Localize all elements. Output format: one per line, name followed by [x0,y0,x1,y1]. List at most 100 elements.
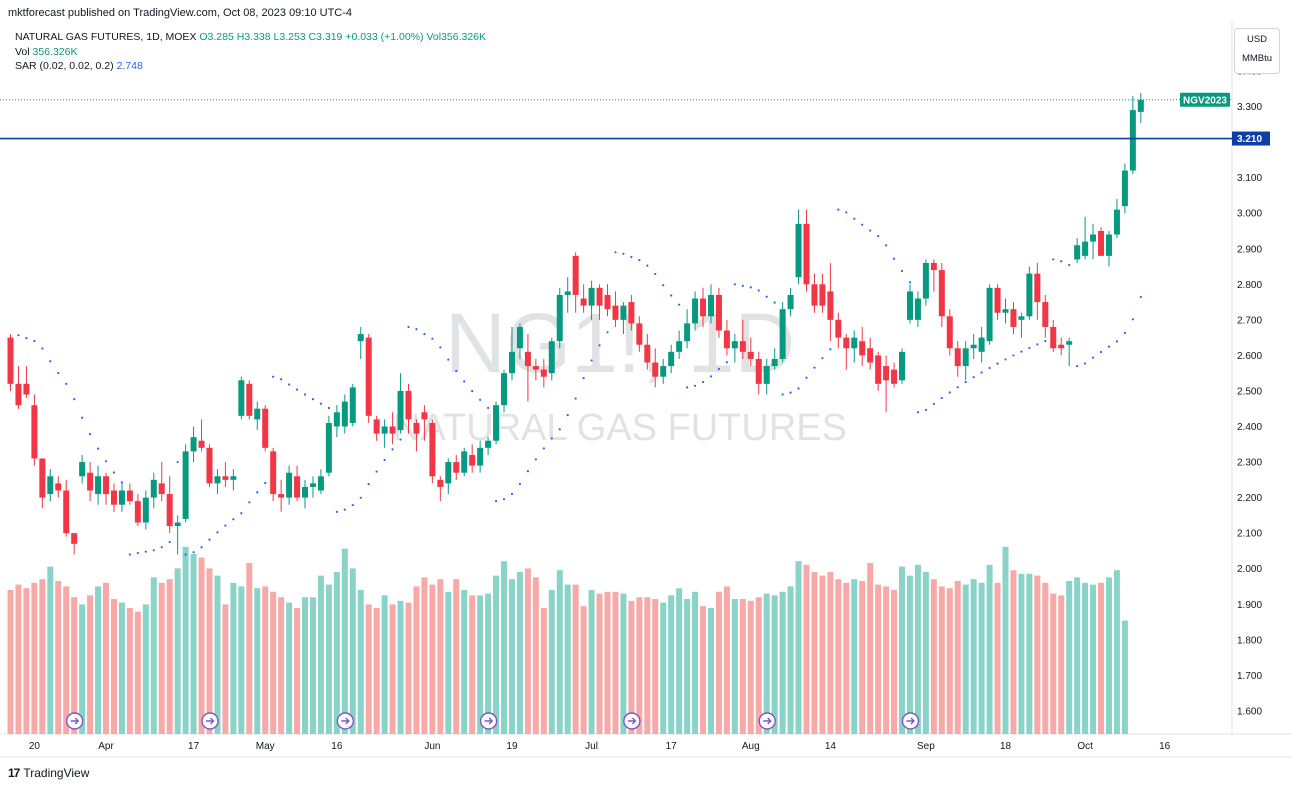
candle-body [182,451,189,519]
sar-dot [248,501,251,504]
volume-bar [739,599,746,734]
sar-dot [1012,354,1015,357]
candle-body [771,358,778,367]
sar-dot [272,375,275,378]
sar-dot [646,264,649,267]
sar-dot [487,406,490,410]
candle-body [906,291,913,320]
volume-value: 356.326K [32,45,78,58]
candle-body [1090,234,1097,242]
candle-body [501,373,508,406]
price-tick-label: 1.900 [1237,600,1262,611]
sar-dot [558,428,561,431]
sar-dot [717,367,721,371]
time-axis[interactable]: 20 Apr 17 May 16 Jun 19 Jul 17 Aug 14 Sep 18 Oct 16 [29,741,1171,752]
volume-bar [349,568,356,734]
sar-dot [494,500,498,503]
price-tick-label: 2.300 [1237,458,1262,469]
volume-bar [620,593,627,734]
candle-body [739,341,746,352]
volume-bar [437,579,444,734]
candle-body [118,490,125,505]
sar-dot [391,448,394,451]
volume-bar [899,566,906,734]
volume-bar [389,604,396,734]
candle-body [636,323,643,345]
candle-body [445,462,452,484]
candle-body [1010,309,1017,327]
price-tick-label: 2.500 [1237,386,1262,397]
sar-dot [280,378,283,381]
volume-bar [7,590,14,734]
volume-bar [962,584,969,734]
sar-dot [542,447,545,450]
candle-body [142,497,149,523]
sar-dot [598,344,601,347]
sar-dot [781,393,784,396]
symbol-title[interactable]: NATURAL GAS FUTURES, 1D, MOEX [15,31,197,43]
candle-body [620,305,627,320]
volume-bar [461,590,468,734]
volume-bar [381,595,388,734]
sar-dot [264,481,267,485]
candle-body [47,476,54,495]
volume-bar [182,546,189,734]
sar-label[interactable]: SAR (0.02, 0.02, 0.2) [15,60,114,72]
volume-bar [87,595,94,734]
sar-dot [351,503,354,507]
sar-dot [200,546,203,549]
sar-dot [479,398,482,401]
candle-body [604,294,611,310]
candle-body [779,309,786,359]
sar-dot [240,512,243,515]
sar-dot [757,289,760,292]
candle-body [413,422,420,434]
volume-bar [851,579,858,734]
volume-bar [612,591,619,734]
candle-body [158,483,165,495]
candle-body [723,330,730,349]
candle-body [676,341,683,352]
sar-dot [837,208,840,211]
candle-body [294,476,301,498]
sar-dot [1004,358,1007,361]
price-tick-label: 3.300 [1237,102,1262,113]
currency-unit-button[interactable]: USD MMBtu [1234,28,1280,74]
volume-bar [636,597,643,734]
candle-body [493,405,500,441]
unit-label: MMBtu [1241,53,1273,64]
sar-dot [789,391,792,394]
candle-body [978,337,985,352]
volume-label[interactable]: Vol [15,45,30,58]
candle-body [580,298,587,306]
candle-body [922,262,929,299]
volume-bar [556,570,563,734]
volume-bar [970,579,977,734]
candle-body [954,348,961,367]
volume-bar [978,582,985,734]
volume-bar [508,579,515,734]
candle-body [811,284,818,306]
candle-body [63,490,70,534]
price-axis[interactable]: 3.4003.3003.2003.1003.0002.9002.8002.700… [1232,67,1270,718]
volume-bar [23,588,30,734]
sar-dot [216,531,219,534]
tradingview-logo[interactable]: 17 TradingView [8,766,89,780]
candle-body [254,408,261,420]
volume-bar [214,575,221,734]
volume-bar [827,572,834,734]
price-tick-label: 2.700 [1237,315,1262,326]
candle-body [652,362,659,377]
candle-body [381,426,388,434]
volume-bar [126,608,133,734]
price-tick-label: 2.100 [1237,529,1262,540]
time-tick-label: Apr [98,741,114,752]
volume-bar [596,593,603,734]
candle-body [628,302,635,324]
candle-body [302,486,309,498]
sar-dot [295,388,299,391]
sar-dot [73,398,76,401]
candle-body [126,490,133,502]
sar-dot [765,295,768,298]
